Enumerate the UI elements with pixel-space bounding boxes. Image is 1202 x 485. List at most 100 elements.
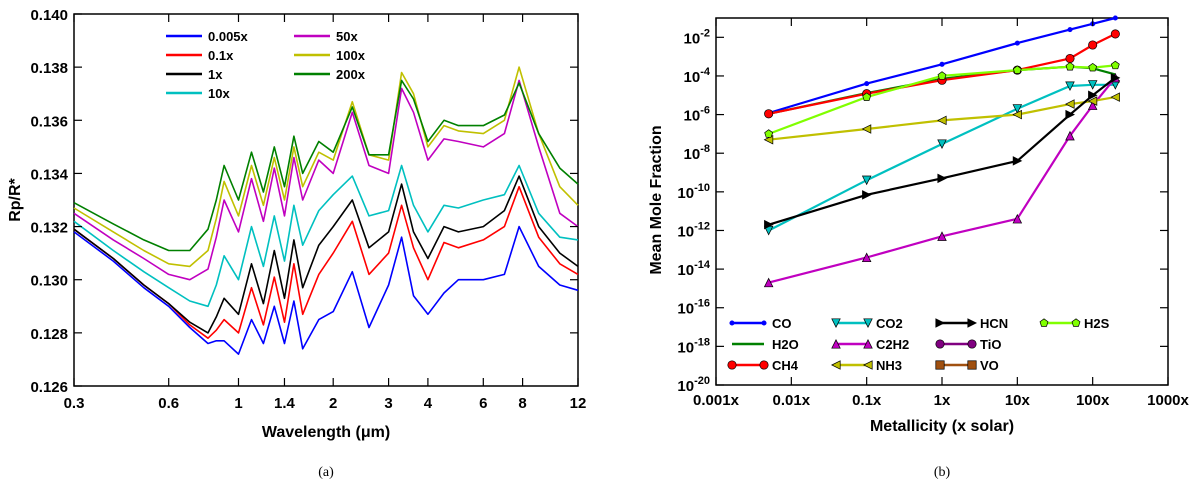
metallicity-legend-marker — [831, 360, 841, 370]
species-co2-point — [1012, 104, 1023, 114]
metallicity-legend-marker — [863, 339, 873, 349]
metallicity-x-tick-label: 0.001x — [693, 392, 740, 409]
spectrum-series-50x-line — [73, 79, 579, 281]
panel-a-caption: (a) — [318, 465, 334, 480]
metallicity-y-tick-label: 10-12 — [677, 220, 710, 240]
spectrum-plot-area — [73, 13, 579, 387]
metallicity-y-tick-label: 10-16 — [677, 298, 710, 318]
metallicity-x-tick-label: 0.01x — [773, 392, 811, 409]
spectrum-legend-label: 0.1x — [208, 48, 234, 63]
metallicity-x-tick-label: 1000x — [1147, 392, 1189, 409]
metallicity-legend-label: CO — [772, 316, 792, 331]
metallicity-legend-label: C2H2 — [876, 337, 909, 352]
species-co-point — [939, 61, 945, 67]
species-hcn-point — [937, 173, 947, 184]
metallicity-legend-marker — [1039, 318, 1049, 327]
metallicity-legend: CO H2O CH4 CO2 C2H2 NH3 HCN TiO VO H2S — [727, 316, 1110, 373]
spectrum-legend-label: 0.005x — [208, 29, 249, 44]
spectrum-series-100x-line — [73, 66, 579, 268]
species-c2h2-point — [763, 277, 774, 288]
metallicity-legend-marker — [727, 360, 737, 370]
species-co2-point — [1087, 80, 1098, 90]
metallicity-x-tick-label: 10x — [1005, 392, 1031, 409]
spectrum-legend-label: 10x — [208, 86, 230, 101]
metallicity-series-lines — [763, 15, 1121, 288]
spectrum-y-tick-label: 0.134 — [30, 166, 68, 183]
spectrum-x-tick-label: 6 — [479, 395, 487, 412]
species-co2-point — [861, 175, 872, 186]
metallicity-x-tick-label: 0.1x — [852, 392, 882, 409]
spectrum-series-200x-line — [73, 79, 579, 252]
species-h2s-point — [1110, 60, 1120, 70]
spectrum-legend: 0.005x 0.1x 1x 10x 50x 100x 200x — [166, 29, 366, 101]
spectrum-x-tick-label: 8 — [518, 395, 526, 412]
metallicity-legend-marker — [967, 318, 977, 328]
species-nh3-point — [1087, 96, 1098, 106]
spectrum-x-tick-label: 0.6 — [158, 395, 179, 412]
species-ch4-point — [1110, 29, 1120, 39]
metallicity-legend-marker — [729, 320, 735, 326]
metallicity-legend-marker — [863, 360, 873, 370]
metallicity-legend-label: HCN — [980, 316, 1008, 331]
metallicity-legend-label: CO2 — [876, 316, 903, 331]
metallicity-x-tick-label: 100x — [1076, 392, 1110, 409]
spectrum-series-10x-line — [73, 164, 579, 308]
metallicity-y-tick-label: 10-18 — [677, 336, 710, 356]
metallicity-legend-marker — [935, 339, 945, 349]
spectrum-y-tick-label: 0.140 — [30, 7, 68, 24]
spectrum-series-0-1x-line — [73, 185, 579, 340]
species-h2s-point — [862, 92, 872, 101]
species-hcn-point — [1110, 73, 1121, 83]
species-hcn-point — [862, 190, 872, 200]
metallicity-legend-marker — [759, 360, 769, 370]
metallicity-y-axis-label: Mean Mole Fraction — [648, 125, 665, 274]
metallicity-legend-marker — [935, 318, 945, 328]
species-co-point — [1014, 40, 1020, 46]
species-c2h2-point — [1012, 213, 1023, 224]
spectrum-series-0-005x-line — [73, 225, 579, 355]
metallicity-y-tick-label: 10-14 — [677, 259, 710, 279]
spectrum-x-tick-label: 4 — [424, 395, 433, 412]
metallicity-panel: 0.001x 0.01x 0.1x 1x 10x 100x 1000x 10-2 10-4 10-… — [648, 15, 1190, 480]
metallicity-legend-label: TiO — [980, 337, 1001, 352]
metallicity-legend-marker — [863, 318, 873, 328]
spectrum-y-tick-label: 0.128 — [30, 326, 68, 343]
metallicity-legend-label: VO — [980, 358, 999, 373]
spectrum-series-1x-line — [73, 175, 579, 334]
species-nh3-point — [937, 115, 947, 126]
species-h2s-point — [764, 129, 774, 138]
species-nh3-point — [1110, 92, 1120, 102]
metallicity-legend-marker — [935, 360, 945, 370]
metallicity-legend-label: H2S — [1084, 316, 1110, 331]
species-ch4-point — [1088, 40, 1098, 50]
species-c2h2-point — [861, 252, 872, 263]
species-h2s-point — [937, 71, 947, 80]
species-nh3-point — [1012, 109, 1022, 120]
spectrum-legend-label: 200x — [336, 67, 366, 82]
species-c2h2-point — [937, 231, 947, 241]
species-h2s-point — [1065, 62, 1075, 71]
metallicity-y-tick-label: 10-6 — [684, 105, 710, 125]
spectrum-axis-ticks: 0.3 0.6 1 1.4 2 3 4 6 8 12 0.126 0.128 0.130 0.132 0.1… — [30, 7, 586, 412]
spectrum-x-tick-label: 2 — [329, 395, 337, 412]
species-co2-point — [1065, 81, 1075, 92]
metallicity-x-tick-label: 1x — [934, 392, 951, 409]
spectrum-x-tick-label: 1.4 — [274, 395, 296, 412]
species-h2s-point — [1088, 62, 1098, 72]
species-hcn-point — [1088, 90, 1098, 101]
spectrum-panel: 0.3 0.6 1 1.4 2 3 4 6 8 12 0.126 0.128 0.130 0.132 0.1… — [7, 7, 586, 480]
spectrum-x-tick-label: 3 — [384, 395, 392, 412]
metallicity-legend-marker — [831, 339, 841, 349]
spectrum-x-axis-label: Wavelength (μm) — [262, 424, 390, 441]
metallicity-legend-label: CH4 — [772, 358, 799, 373]
species-ch4-point — [1065, 53, 1075, 64]
species-c2h2-point — [1087, 100, 1098, 110]
metallicity-legend-label: NH3 — [876, 358, 902, 373]
species-ch4-point — [764, 109, 774, 119]
spectrum-y-tick-label: 0.136 — [30, 113, 68, 130]
species-hcn-point — [1012, 156, 1023, 166]
species-hcn-point — [764, 219, 774, 230]
spectrum-y-tick-label: 0.138 — [30, 60, 68, 77]
species-h2s-point — [1012, 65, 1022, 74]
